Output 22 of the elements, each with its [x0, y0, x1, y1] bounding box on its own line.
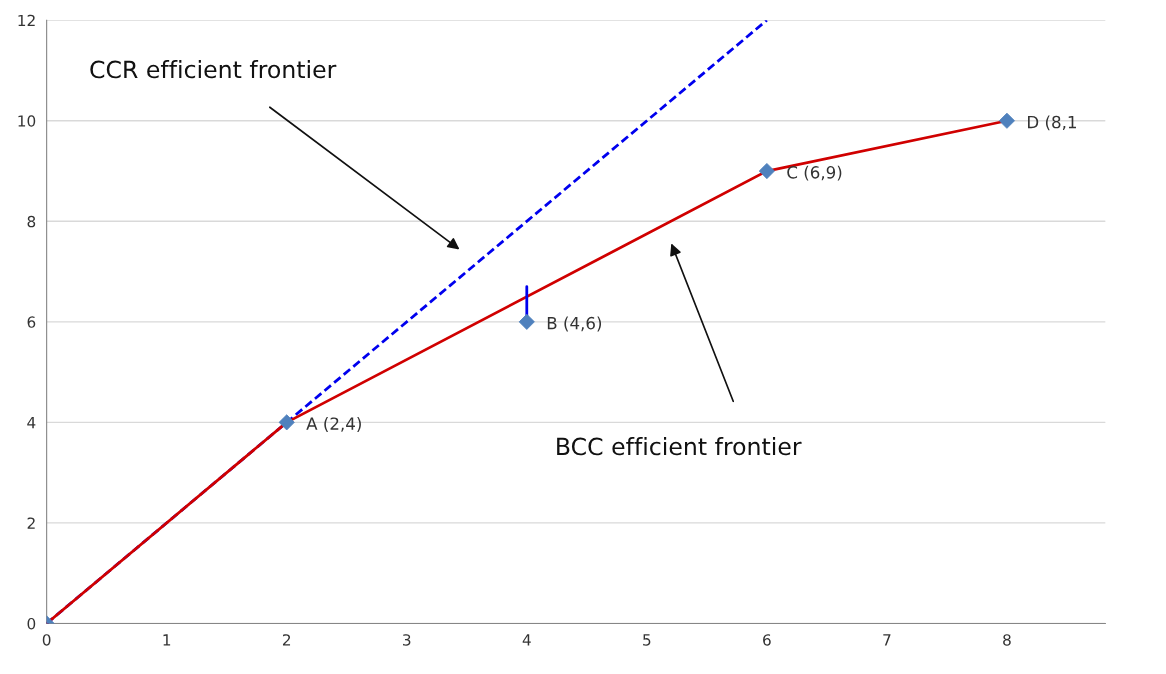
- annotation: BCC efficient frontier: [557, 437, 802, 456]
- annotation: A (2,4): [306, 417, 361, 432]
- x-tick-label: 4: [522, 634, 531, 646]
- y-tick-label: 10: [18, 115, 36, 127]
- y-tick-label: 0: [27, 617, 36, 630]
- x-tick-label: 6: [763, 634, 771, 646]
- x-tick-label: 3: [403, 634, 411, 646]
- y-tick-label: 12: [18, 14, 35, 27]
- annotation: D (8,1: [1028, 115, 1076, 131]
- x-tick-label: 8: [1003, 634, 1011, 646]
- annotation: CCR efficient frontier: [90, 60, 337, 79]
- x-tick-label: 1: [163, 634, 171, 646]
- annotation: B (4,6): [547, 316, 602, 332]
- x-tick-label: 0: [42, 634, 51, 646]
- x-tick-label: 2: [282, 634, 291, 646]
- annotation: C (6,9): [787, 165, 842, 181]
- y-tick-label: 4: [27, 417, 36, 429]
- y-tick-label: 6: [27, 316, 36, 328]
- y-tick-label: 8: [27, 215, 36, 228]
- y-tick-label: 2: [27, 517, 35, 529]
- x-tick-label: 7: [883, 634, 891, 646]
- x-tick-label: 5: [643, 634, 651, 646]
